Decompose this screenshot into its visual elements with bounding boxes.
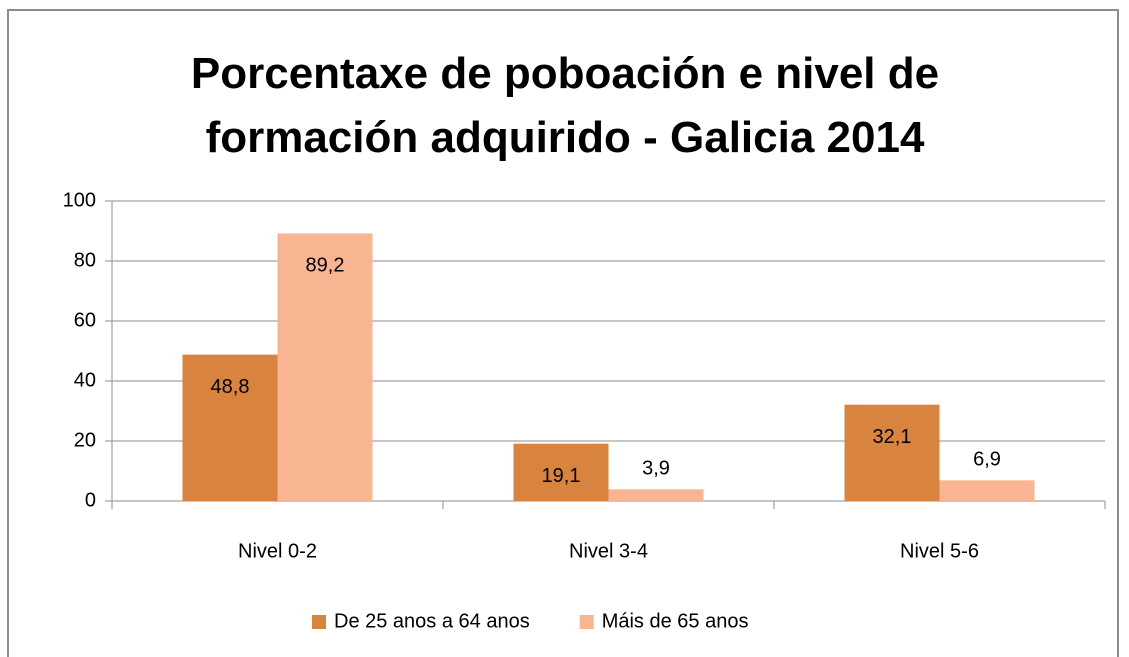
bar [513,443,609,501]
y-tick-label: 100 [63,189,96,211]
y-tick-label: 0 [85,489,96,511]
y-tick-label: 80 [74,249,96,271]
legend-label: De 25 anos a 64 anos [334,610,530,632]
legend-swatch [312,615,326,629]
value-label: 6,9 [973,449,1001,471]
y-tick-label: 40 [74,369,96,391]
legend-swatch [579,615,594,629]
chart-frame [7,9,1119,657]
y-tick-label: 60 [74,309,96,331]
x-tick-label: Nivel 3-4 [569,540,648,562]
x-tick-label: Nivel 0-2 [238,540,317,562]
bar [939,480,1035,501]
value-label: 3,9 [642,458,670,480]
chart-title: Porcentaxe de poboación e nivel de forma… [190,49,940,162]
y-tick-label: 20 [74,429,96,451]
bar [182,354,278,501]
x-tick-label: Nivel 5-6 [900,540,979,562]
value-label: 48,8 [211,376,250,398]
value-label: 19,1 [542,465,581,487]
legend-label: Máis de 65 anos [602,610,749,632]
bar [608,489,704,501]
value-label: 89,2 [306,255,345,277]
bar [277,233,373,501]
bar [844,404,940,501]
value-label: 32,1 [873,426,912,448]
